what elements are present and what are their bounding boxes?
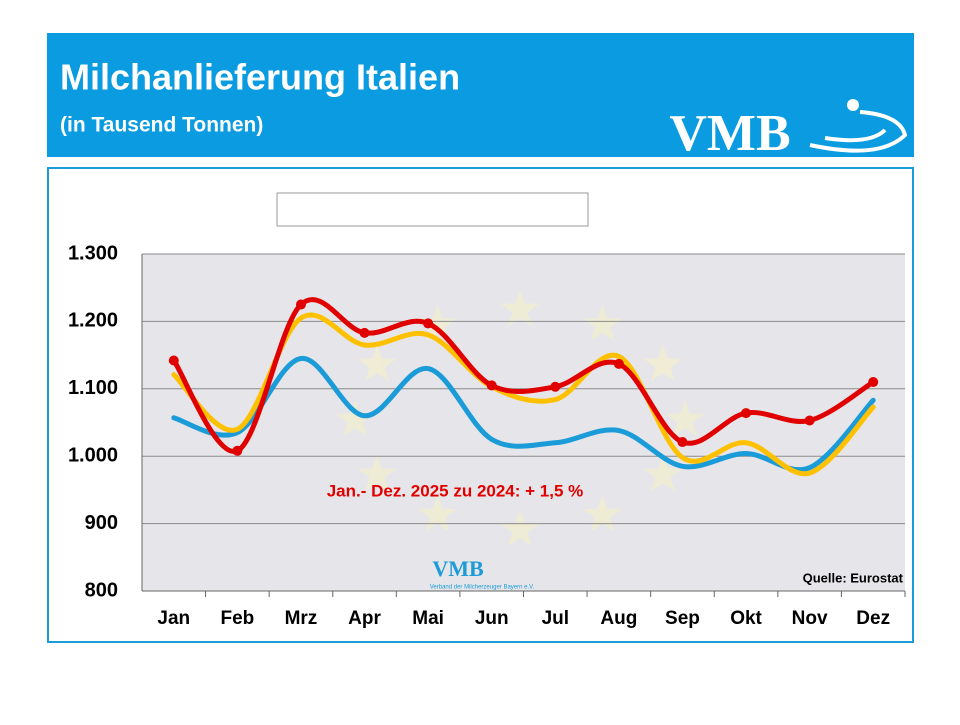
- legend-box: [276, 192, 589, 227]
- x-tick-label: Dez: [856, 608, 890, 629]
- marker: [295, 299, 306, 310]
- header-band: [47, 33, 914, 157]
- marker: [741, 408, 752, 419]
- annotation: Jan.- Dez. 2025 zu 2024: + 1,5 %: [327, 481, 584, 500]
- marker: [359, 327, 370, 338]
- star: [643, 345, 682, 382]
- subtitle: (in Tausend Tonnen): [60, 114, 263, 137]
- y-tick-label: 1.000: [68, 444, 118, 466]
- x-tick-label: Nov: [792, 608, 828, 629]
- marker: [550, 381, 561, 392]
- y-tick-label: 1.300: [68, 242, 118, 264]
- marker: [486, 380, 497, 391]
- star: [665, 400, 705, 437]
- x-tick-label: Jun: [475, 608, 509, 629]
- x-tick-label: Okt: [730, 608, 762, 629]
- x-tick-label: Apr: [348, 608, 381, 629]
- x-tick-label: Feb: [220, 608, 254, 629]
- logo: VMB: [669, 105, 790, 162]
- y-tick-label: 800: [85, 579, 118, 601]
- star: [643, 455, 682, 492]
- x-tick-label: Mrz: [285, 608, 318, 629]
- star: [583, 495, 622, 532]
- star: [358, 455, 397, 492]
- star: [418, 304, 457, 341]
- x-tick-label: Jan: [157, 608, 190, 629]
- title: Milchanlieferung Italien: [60, 57, 460, 98]
- marker: [804, 415, 815, 426]
- source: Quelle: Eurostat: [803, 570, 904, 585]
- y-tick-label: 1.100: [68, 377, 118, 399]
- marker: [868, 377, 879, 388]
- logo-swoosh: [809, 99, 908, 153]
- y-tick-label: 1.200: [68, 310, 118, 332]
- y-tick-label: 900: [85, 512, 118, 534]
- small-logo: VMB: [432, 556, 484, 581]
- star: [500, 290, 540, 327]
- star: [500, 510, 540, 547]
- marker: [613, 358, 624, 369]
- series-line: [171, 355, 876, 473]
- marker: [168, 355, 179, 366]
- star: [335, 400, 375, 437]
- marker: [232, 445, 243, 456]
- eu-stars: [335, 290, 705, 547]
- x-tick-label: Mai: [412, 608, 444, 629]
- x-tick-label: Jul: [542, 608, 569, 629]
- star: [358, 345, 397, 382]
- small-logo-caption: Verband der Milcherzeuger Bayern e.V.: [430, 585, 535, 591]
- star: [583, 304, 622, 341]
- x-tick-label: Sep: [665, 608, 700, 629]
- marker: [423, 318, 434, 329]
- marker: [677, 437, 688, 448]
- x-tick-label: Aug: [600, 608, 637, 629]
- star: [418, 495, 457, 532]
